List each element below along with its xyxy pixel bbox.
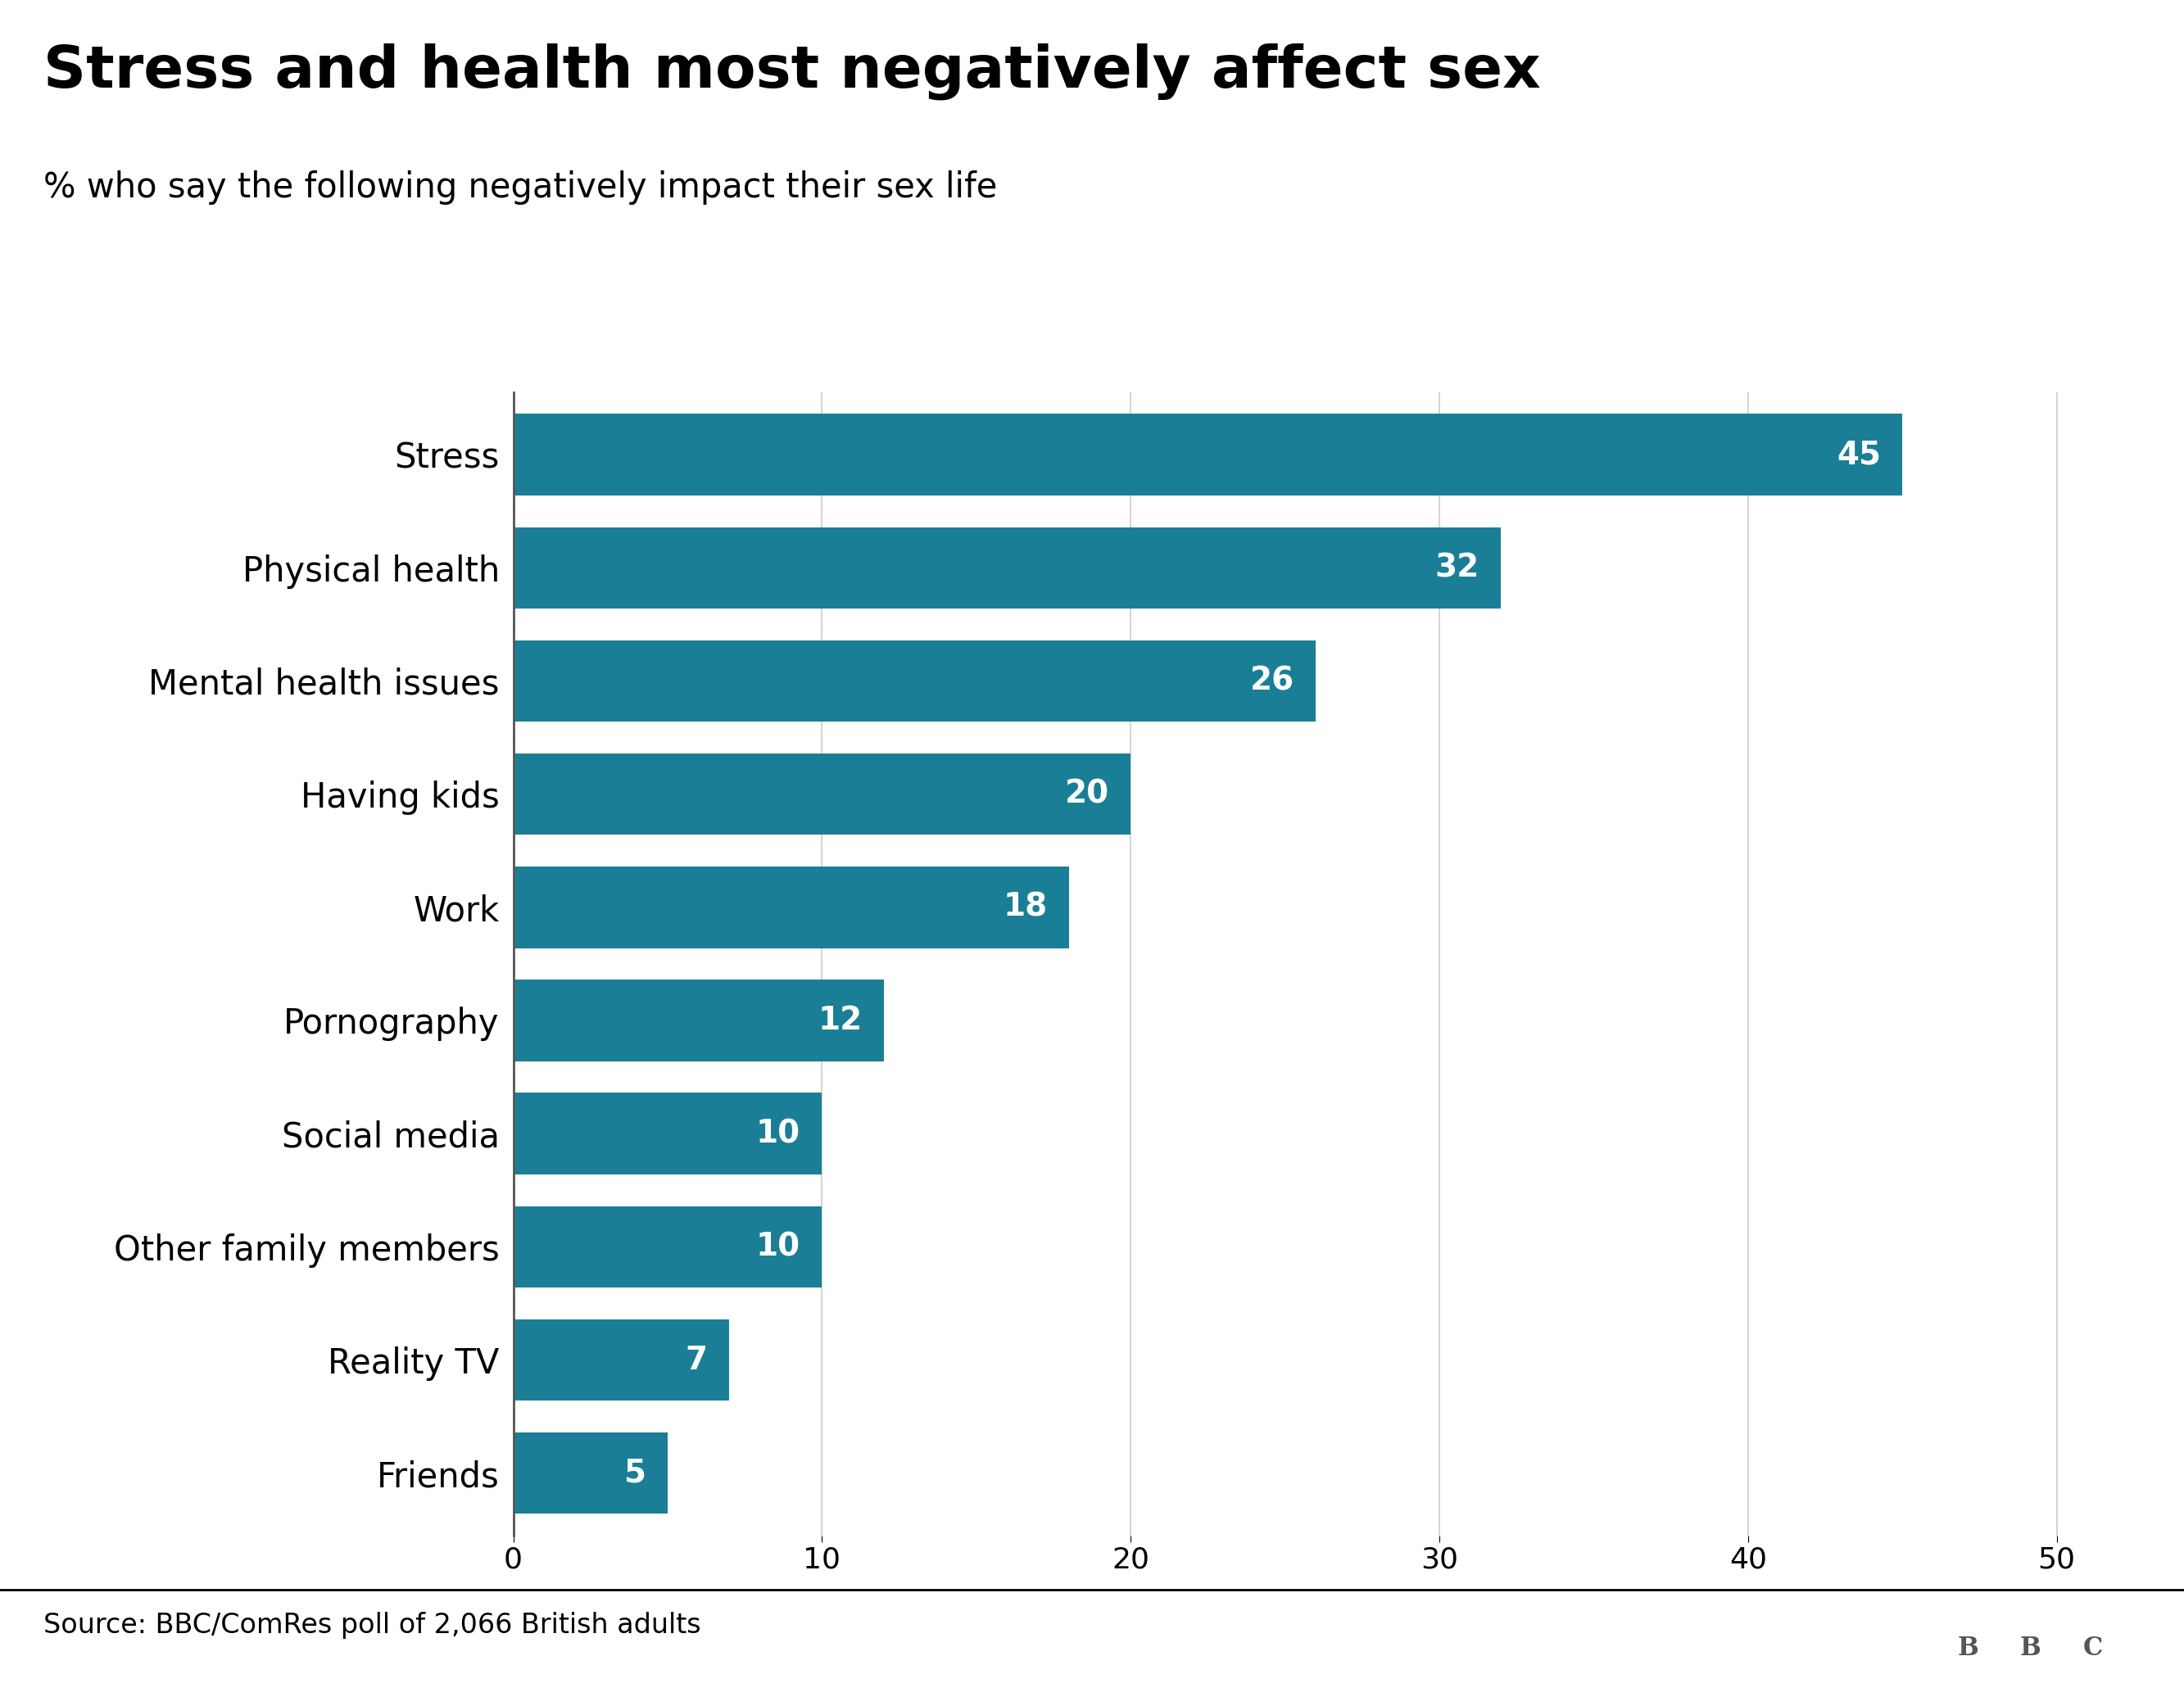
Text: Source: BBC/ComRes poll of 2,066 British adults: Source: BBC/ComRes poll of 2,066 British…	[44, 1612, 701, 1639]
Text: 10: 10	[756, 1232, 799, 1262]
Text: 10: 10	[756, 1117, 799, 1150]
Text: 45: 45	[1837, 438, 1880, 471]
Text: 7: 7	[686, 1344, 708, 1375]
Text: 12: 12	[817, 1005, 863, 1036]
Text: B: B	[2020, 1636, 2040, 1660]
Bar	[513, 640, 1315, 722]
Bar	[513, 1206, 821, 1288]
Bar	[513, 1433, 668, 1513]
FancyBboxPatch shape	[2003, 1612, 2057, 1684]
Text: % who say the following negatively impact their sex life: % who say the following negatively impac…	[44, 171, 998, 205]
Text: C: C	[2084, 1636, 2103, 1660]
Bar	[513, 979, 885, 1061]
FancyBboxPatch shape	[1942, 1612, 1994, 1684]
Text: 32: 32	[1435, 553, 1479, 583]
Text: 20: 20	[1064, 778, 1109, 810]
Bar	[513, 754, 1131, 834]
Bar	[513, 527, 1500, 609]
Text: B: B	[1957, 1636, 1979, 1660]
Bar	[513, 415, 1902, 495]
Bar	[513, 1094, 821, 1174]
Text: 18: 18	[1002, 892, 1048, 923]
Bar	[513, 867, 1068, 949]
Text: 5: 5	[625, 1457, 646, 1489]
Bar	[513, 1319, 729, 1401]
FancyBboxPatch shape	[2066, 1612, 2118, 1684]
Text: Stress and health most negatively affect sex: Stress and health most negatively affect…	[44, 43, 1542, 99]
Text: 26: 26	[1249, 665, 1295, 696]
